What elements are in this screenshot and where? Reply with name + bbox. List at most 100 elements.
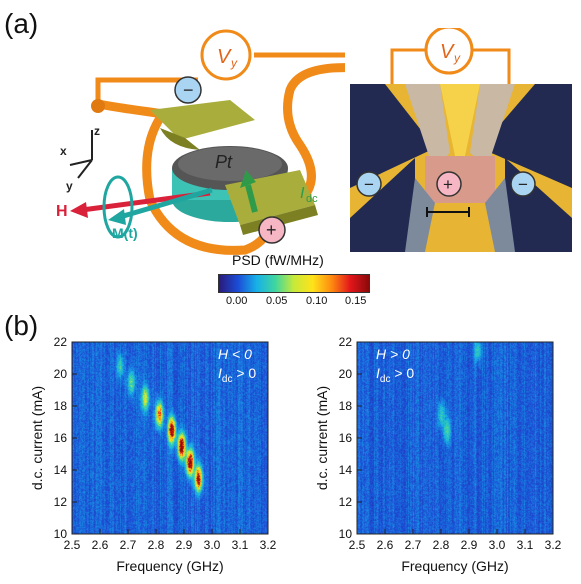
colorbar-tick-0: 0.00: [226, 295, 248, 307]
colorbar-tick-3: 0.15: [345, 295, 367, 307]
lead-right-loop: [283, 63, 345, 200]
heatmap-right-annotation-line1: H > 0: [376, 346, 410, 362]
y-tick-label-right: 22: [339, 335, 353, 349]
y-axis-label: y: [66, 179, 73, 193]
plot-frame-left: [71, 341, 269, 535]
micro-dark-left-top: [350, 84, 435, 188]
y-axis-label-left: d.c. current (mA): [29, 386, 45, 490]
minus-sign-right: −: [518, 175, 528, 194]
y-tick-label-right: 20: [339, 367, 353, 381]
micro-gray-right: [470, 84, 515, 168]
y-tick-label-right: 12: [339, 495, 353, 509]
current-arrow-head: [240, 170, 256, 188]
colorbar-tick-1: 0.05: [266, 295, 288, 307]
colorbar-tick-2: 0.10: [306, 295, 328, 307]
minus-circle-right: [510, 171, 536, 197]
x-tick-label-right: 2.9: [461, 538, 478, 552]
x-axis: [69, 159, 93, 166]
x-tick-label-right: 2.7: [405, 538, 422, 552]
x-tick-label-right: 3.2: [545, 538, 562, 552]
current-sub: dc: [306, 193, 318, 205]
y-tick-label-left: 10: [54, 527, 68, 541]
y-tick-label-right: 18: [339, 399, 353, 413]
voltmeter-right: [424, 28, 474, 75]
device-micrograph: V y − + −: [350, 28, 572, 252]
plus-sign-micro: +: [443, 175, 453, 194]
plot-frame-right: [356, 341, 554, 535]
x-tick-label-left: 3.0: [204, 538, 221, 552]
current-arrow: [245, 184, 258, 213]
precession-orbit: [102, 175, 134, 239]
minus-circle-schematic: [174, 76, 202, 104]
micro-dark-left-bottom: [350, 158, 415, 252]
y-axis-label-right: d.c. current (mA): [314, 386, 330, 490]
heatmap-left-annotation-line1: H < 0: [218, 346, 252, 362]
y-tick-label-left: 14: [54, 463, 68, 477]
x-tick-label-left: 2.5: [64, 538, 81, 552]
voltmeter-left-label: V: [217, 46, 232, 68]
y-tick-label-left: 18: [54, 399, 68, 413]
micro-lead-left: [390, 48, 425, 84]
x-tick-label-right: 2.6: [377, 538, 394, 552]
x-tick-label-left: 2.6: [92, 538, 109, 552]
x-tick-label-left: 2.8: [148, 538, 165, 552]
z-axis-label: z: [94, 124, 100, 138]
plus-circle-schematic: [258, 216, 286, 244]
pt-label: Pt: [215, 152, 233, 172]
x-tick-label-right: 2.5: [349, 538, 366, 552]
field-label: H: [56, 203, 68, 220]
device-schematic: V y − Pt I dc + H M(t) z x y: [56, 29, 345, 255]
panel-b-label: (b): [4, 310, 39, 341]
heatmap-right-annotation-line2: Idc > 0: [376, 365, 415, 385]
heatmap-left-annotation-line2: Idc > 0: [218, 365, 257, 385]
heatmap-left-canvas: [72, 342, 268, 534]
lead-node-left: [91, 99, 105, 113]
y-tick-label-left: 12: [54, 495, 68, 509]
minus-sign-left: −: [364, 175, 374, 194]
micro-center-gold: [440, 84, 480, 156]
y-tick-label-right: 16: [339, 431, 353, 445]
micro-gray-left: [405, 84, 450, 168]
micro-lead-right: [473, 48, 511, 84]
heatmap-axes: 2.5 2.6 2.7 2.8 2.9 3.0 3.1 3.2 10 12 14 16 18 20 22 Fr…: [29, 335, 562, 574]
micro-strip-right: [485, 178, 515, 252]
x-tick-label-right: 3.0: [489, 538, 506, 552]
x-tick-label-left: 3.2: [260, 538, 277, 552]
plus-sign-schematic: +: [266, 220, 277, 240]
heatmap-right: [357, 342, 553, 534]
minus-sign-schematic: −: [183, 80, 194, 100]
colorbar-gradient: [218, 274, 370, 293]
x-axis-label-left: Frequency (GHz): [116, 558, 223, 574]
lead-wire-top-right: [254, 52, 345, 58]
lead-wire-top-left: [95, 77, 198, 103]
voltmeter-right-label: V: [440, 41, 455, 63]
top-pad-shadow: [160, 128, 200, 150]
x-tick-label-right: 2.8: [433, 538, 450, 552]
x-tick-label-right: 3.1: [517, 538, 534, 552]
voltmeter-left-sub: y: [230, 56, 238, 70]
micro-dark-right-top: [480, 84, 572, 188]
micro-strip-left: [405, 178, 435, 252]
x-tick-label-left: 2.7: [120, 538, 137, 552]
lead-lower-loop: [142, 113, 273, 255]
x-tick-label-left: 3.1: [232, 538, 249, 552]
plus-circle-micro: [436, 171, 462, 197]
voltmeter-right-sub: y: [453, 51, 461, 65]
x-axis-label-right: Frequency (GHz): [401, 558, 508, 574]
y-tick-label-left: 20: [54, 367, 68, 381]
y-tick-label-left: 16: [54, 431, 68, 445]
magnetization-label: M(t): [112, 225, 138, 241]
x-axis-label: x: [60, 144, 67, 158]
magnetization-arrow: [119, 187, 213, 220]
voltmeter-left: [200, 29, 252, 81]
colorbar-title: PSD (fW/MHz): [232, 252, 324, 268]
magnetization-arrow-head: [108, 209, 126, 225]
y-axis: [77, 159, 93, 179]
x-tick-label-left: 2.9: [176, 538, 193, 552]
minus-circle-left: [356, 171, 382, 197]
heatmap-left: [72, 342, 268, 534]
y-tick-label-left: 22: [54, 335, 68, 349]
panel-a-label: (a): [4, 8, 39, 39]
field-arrow-head: [70, 202, 88, 218]
heatmap-right-canvas: [357, 342, 553, 534]
